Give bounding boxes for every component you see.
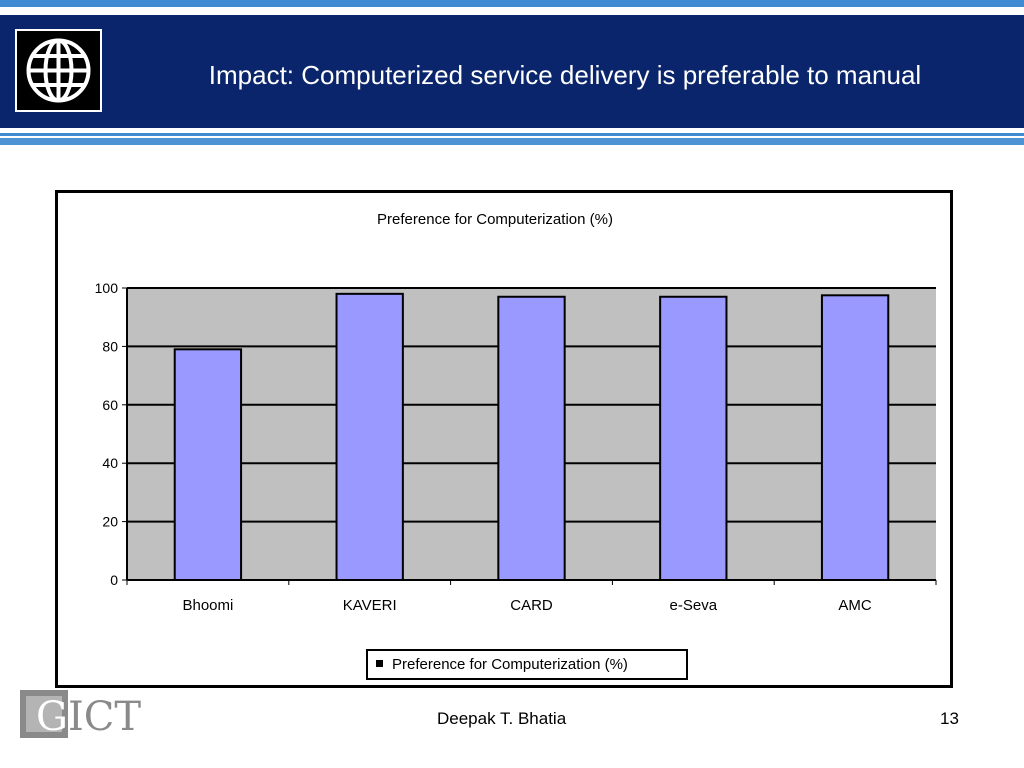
chart-legend: Preference for Computerization (%) — [366, 649, 688, 680]
x-tick-label: CARD — [510, 597, 553, 614]
legend-label: Preference for Computerization (%) — [392, 656, 628, 673]
x-tick-label: KAVERI — [343, 597, 397, 614]
y-tick-label: 60 — [102, 397, 118, 413]
svg-text:G: G — [36, 694, 68, 740]
header-divider-stripe-wide — [0, 138, 1024, 145]
y-tick-label: 0 — [110, 572, 118, 588]
slide-number: 13 — [940, 709, 959, 728]
bar-kaveri — [335, 292, 404, 581]
header-divider-stripe — [0, 133, 1024, 136]
slide-title: Impact: Computerized service delivery is… — [208, 60, 922, 90]
y-tick-label: 40 — [102, 455, 118, 471]
x-tick-label: e-Seva — [670, 597, 718, 614]
bar-bhoomi — [173, 348, 243, 581]
globe-icon — [15, 29, 102, 112]
gict-logo: G ICT — [16, 686, 156, 747]
x-tick-label: Bhoomi — [182, 597, 233, 614]
square-marker-icon — [376, 660, 383, 667]
bar-chart: Preference for Computerization (%) 0 20 40… — [95, 211, 937, 614]
x-tick-label: AMC — [838, 597, 872, 614]
y-tick-label: 100 — [95, 280, 119, 296]
y-tick-label: 80 — [102, 338, 118, 354]
header-bar — [0, 15, 1024, 128]
bar-amc — [820, 294, 890, 582]
y-tick-label: 20 — [102, 514, 118, 530]
chart-title: Preference for Computerization (%) — [377, 211, 613, 228]
top-accent-stripe — [0, 0, 1024, 7]
bar-e-seva — [659, 295, 728, 581]
bar-card — [497, 295, 566, 581]
svg-text:ICT: ICT — [68, 694, 141, 740]
footer-author: Deepak T. Bhatia — [437, 709, 567, 728]
